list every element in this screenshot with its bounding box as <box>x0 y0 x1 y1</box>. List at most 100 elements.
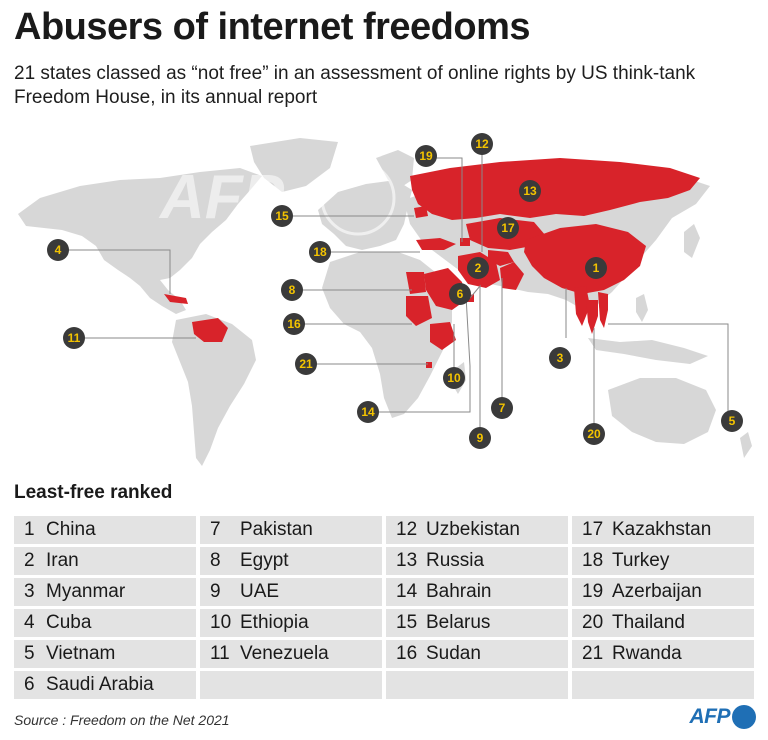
svg-text:6: 6 <box>457 287 464 301</box>
ranked-item: 14 Bahrain <box>386 578 568 606</box>
ethiopia-shape <box>430 322 456 350</box>
svg-text:20: 20 <box>587 427 601 441</box>
svg-text:3: 3 <box>557 351 564 365</box>
ranked-item: 16 Sudan <box>386 640 568 668</box>
badge-17: 17 <box>497 217 519 239</box>
badge-3: 3 <box>549 347 571 369</box>
myanmar-shape <box>574 286 590 326</box>
badge-6: 6 <box>449 283 471 305</box>
cuba-shape <box>164 294 188 304</box>
badge-10: 10 <box>443 367 465 389</box>
ranked-item: 4 Cuba <box>14 609 196 637</box>
ranked-item: 11 Venezuela <box>200 640 382 668</box>
svg-text:14: 14 <box>361 405 375 419</box>
venezuela-shape <box>192 318 228 342</box>
badge-7: 7 <box>491 397 513 419</box>
ranked-item: 10 Ethiopia <box>200 609 382 637</box>
thailand-shape <box>586 300 598 334</box>
ranked-item: 13 Russia <box>386 547 568 575</box>
badge-11: 11 <box>63 327 85 349</box>
source-note: Source : Freedom on the Net 2021 <box>14 712 230 728</box>
egypt-shape <box>406 272 426 294</box>
africa-land <box>322 252 452 418</box>
badge-15: 15 <box>271 205 293 227</box>
badge-14: 14 <box>357 401 379 423</box>
ranked-item: 9 UAE <box>200 578 382 606</box>
ranked-empty-cell <box>200 671 382 699</box>
badge-8: 8 <box>281 279 303 301</box>
europe-land <box>318 180 412 250</box>
ranked-item: 5 Vietnam <box>14 640 196 668</box>
svg-text:17: 17 <box>501 221 515 235</box>
rwanda-shape <box>426 362 432 368</box>
china-shape <box>524 224 646 294</box>
sudan-shape <box>406 296 432 326</box>
badge-4: 4 <box>47 239 69 261</box>
page-subtitle: 21 states classed as “not free” in an as… <box>14 63 696 108</box>
ranked-item: 8 Egypt <box>200 547 382 575</box>
japan-land <box>684 224 700 258</box>
scandinavia-land <box>376 150 414 188</box>
badge-20: 20 <box>583 423 605 445</box>
svg-text:8: 8 <box>289 283 296 297</box>
badge-1: 1 <box>585 257 607 279</box>
map-badges: 1 2 3 4 5 6 7 8 9 10 11 12 13 14 15 16 1… <box>47 133 743 449</box>
badge-21: 21 <box>295 353 317 375</box>
svg-text:16: 16 <box>287 317 301 331</box>
ranked-item: 15 Belarus <box>386 609 568 637</box>
ranked-item: 12 Uzbekistan <box>386 516 568 544</box>
ranked-item: 18 Turkey <box>572 547 754 575</box>
svg-text:19: 19 <box>419 149 433 163</box>
australia-land <box>608 378 716 444</box>
svg-text:21: 21 <box>299 357 313 371</box>
badge-2: 2 <box>467 257 489 279</box>
afp-watermark-circle <box>320 160 396 236</box>
belarus-shape <box>414 206 428 218</box>
svg-text:2: 2 <box>475 261 482 275</box>
afp-logo: AFP <box>689 705 756 729</box>
badge-9: 9 <box>469 427 491 449</box>
north-america-land <box>18 168 262 314</box>
svg-text:13: 13 <box>523 184 537 198</box>
afp-logo-text: AFP <box>689 705 731 728</box>
ranked-item: 6 Saudi Arabia <box>14 671 196 699</box>
indonesia-land <box>588 338 708 364</box>
ranked-item: 7 Pakistan <box>200 516 382 544</box>
badge-18: 18 <box>309 241 331 263</box>
svg-text:7: 7 <box>499 401 506 415</box>
svg-text:12: 12 <box>475 137 489 151</box>
ranked-item: 19 Azerbaijan <box>572 578 754 606</box>
badge-13: 13 <box>519 180 541 202</box>
south-america-land <box>172 314 256 466</box>
ranked-item: 2 Iran <box>14 547 196 575</box>
philippines-land <box>636 294 648 322</box>
svg-text:15: 15 <box>275 209 289 223</box>
badge-16: 16 <box>283 313 305 335</box>
ranked-empty-cell <box>386 671 568 699</box>
ranked-empty-cell <box>572 671 754 699</box>
svg-text:1: 1 <box>593 261 600 275</box>
ranked-heading: Least-free ranked <box>14 482 173 503</box>
afp-watermark: AFP <box>158 163 285 232</box>
ranked-item: 1 China <box>14 516 196 544</box>
svg-text:11: 11 <box>68 331 81 345</box>
not-free-countries <box>164 158 700 368</box>
ranked-item: 21 Rwanda <box>572 640 754 668</box>
page-title: Abusers of internet freedoms <box>14 6 531 48</box>
ranked-table: 1 China 2 Iran 3 Myanmar 4 Cuba 5 Vietnam 6 Sa… <box>14 516 754 699</box>
svg-text:18: 18 <box>313 245 327 259</box>
badge-5: 5 <box>721 410 743 432</box>
greenland-land <box>250 138 338 192</box>
badge-12: 12 <box>471 133 493 155</box>
afp-logo-circle-icon <box>732 705 756 729</box>
ranked-item: 3 Myanmar <box>14 578 196 606</box>
turkey-shape <box>416 238 456 250</box>
new-zealand-land <box>740 432 752 458</box>
leader-lines <box>68 152 729 438</box>
svg-text:4: 4 <box>55 243 62 257</box>
pakistan-shape <box>500 262 524 290</box>
svg-text:9: 9 <box>477 431 484 445</box>
svg-text:10: 10 <box>447 371 461 385</box>
ranked-item: 17 Kazakhstan <box>572 516 754 544</box>
svg-text:5: 5 <box>729 414 736 428</box>
